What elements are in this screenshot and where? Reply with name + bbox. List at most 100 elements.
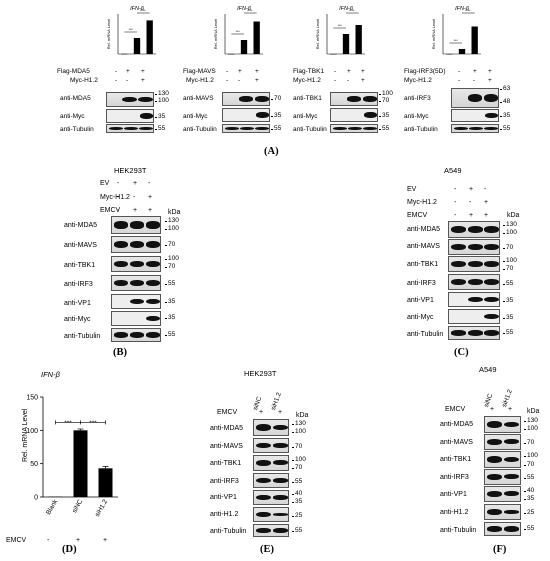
mw-marker: 25 — [523, 509, 535, 516]
sign: - — [484, 186, 487, 193]
western-blot — [484, 469, 521, 485]
mw-marker: 70 — [291, 464, 303, 471]
mw-marker: 130 — [524, 417, 538, 424]
western-blot — [484, 522, 521, 536]
western-blot — [106, 92, 154, 107]
blot-label: anti-TBK1 — [440, 456, 472, 463]
sign: - — [117, 180, 120, 187]
sign: - — [334, 68, 337, 75]
mw-marker: 100 — [379, 90, 393, 97]
blot-label: anti-TBK1 — [293, 95, 322, 102]
row-label: Myc-H1.2 — [404, 77, 432, 84]
mw-marker: 70 — [502, 265, 514, 272]
mw-marker: 100 — [292, 456, 306, 463]
blot-label: anti-H1.2 — [440, 509, 469, 516]
western-blot — [111, 275, 161, 291]
western-blot — [106, 109, 154, 123]
sign: - — [148, 180, 151, 187]
sign: + — [103, 537, 108, 544]
western-blot — [253, 524, 289, 537]
sign: + — [148, 207, 153, 214]
western-blot — [451, 109, 499, 122]
blot-label: anti-TBK1 — [64, 262, 96, 269]
panel-label: (D) — [62, 544, 77, 555]
panel-label: (B) — [113, 347, 127, 358]
mw-marker: 130 — [165, 217, 179, 224]
western-blot — [448, 292, 500, 307]
mw-marker: 100 — [155, 97, 169, 104]
blot-label: anti-MDA5 — [407, 226, 441, 233]
sign: - — [47, 537, 50, 544]
bar — [98, 468, 113, 497]
sign: + — [238, 68, 242, 75]
sign: - — [469, 199, 472, 206]
gene-title: IFN-β — [41, 370, 60, 379]
emcv-label: EMCV — [217, 409, 238, 416]
sign: - — [458, 68, 461, 75]
mw-marker: 25 — [291, 512, 303, 519]
mw-marker: 35 — [499, 112, 511, 119]
mw-marker: 40 — [291, 490, 303, 497]
x-tick-label: siH1.2 — [94, 498, 109, 518]
western-blot — [253, 455, 289, 471]
blot-label: anti-Tubulin — [60, 126, 94, 133]
mw-marker: 55 — [378, 125, 390, 132]
bar-chart-irf3: IFN-β Rel. mRNA Level *** *** — [431, 6, 481, 55]
row-label: EV — [407, 186, 417, 193]
blot-label: anti-Tubulin — [440, 527, 477, 534]
western-blot — [253, 490, 289, 505]
mw-marker: 35 — [291, 498, 303, 505]
chart-title: IFN-β — [130, 6, 145, 12]
bar — [133, 38, 141, 54]
mw-marker: 55 — [270, 125, 282, 132]
mw-marker: 70 — [523, 461, 535, 468]
y-tick-label: 0 — [34, 495, 38, 502]
western-blot — [111, 294, 161, 309]
cell-line-title: HEK293T — [244, 369, 277, 378]
row-label: EV — [100, 180, 110, 187]
western-blot — [111, 256, 161, 272]
blot-label: anti-MAVS — [440, 439, 473, 446]
bar — [121, 53, 128, 55]
sign: - — [117, 194, 120, 201]
row-label: Flag-IRF3(5D) — [404, 68, 446, 75]
sign: + — [76, 537, 81, 544]
blot-label: anti-IRF3 — [210, 478, 239, 485]
sign: - — [115, 77, 118, 84]
kda-label: kDa — [527, 408, 540, 415]
western-blot — [111, 216, 161, 234]
sign: + — [490, 406, 495, 413]
bar-chart-tbk1: IFN-β Rel. mRNA Level *** *** — [315, 6, 365, 55]
blot-label: anti-Myc — [64, 316, 91, 323]
sign: + — [361, 77, 365, 84]
western-blot — [451, 124, 499, 133]
mw-marker: 130 — [503, 221, 517, 228]
blot-label: anti-Tubulin — [404, 126, 438, 133]
panel-a-charts: IFN-β Rel. mRNA Level *** *** IFN-β Rel. mRN… — [106, 6, 481, 55]
mw-marker: 35 — [154, 113, 166, 120]
row-label: Myc-H1.2 — [293, 77, 321, 84]
sign: - — [226, 68, 229, 75]
blot-label: anti-Tubulin — [64, 333, 101, 340]
western-blot — [111, 328, 161, 342]
western-blot — [484, 504, 521, 520]
mw-marker: 40 — [523, 487, 535, 494]
western-blot — [484, 416, 521, 433]
sign: + — [469, 212, 474, 219]
row-label: EMCV — [407, 212, 428, 219]
y-tick-label: 150 — [26, 395, 38, 402]
row-label: Myc-H1.2 — [407, 199, 437, 206]
bar — [240, 40, 248, 54]
western-blot — [448, 326, 500, 340]
mw-marker: 70 — [270, 95, 282, 102]
blot-label: anti-VP1 — [210, 494, 237, 501]
blot-label: anti-TBK1 — [210, 460, 242, 467]
bar — [73, 430, 88, 497]
mw-marker: 55 — [523, 525, 535, 532]
western-blot — [111, 236, 161, 253]
sign: - — [133, 194, 136, 201]
sign: + — [469, 186, 474, 193]
row-label: Flag-MAVS — [183, 68, 216, 75]
bar — [228, 53, 235, 55]
cell-line-title: A549 — [479, 365, 497, 374]
